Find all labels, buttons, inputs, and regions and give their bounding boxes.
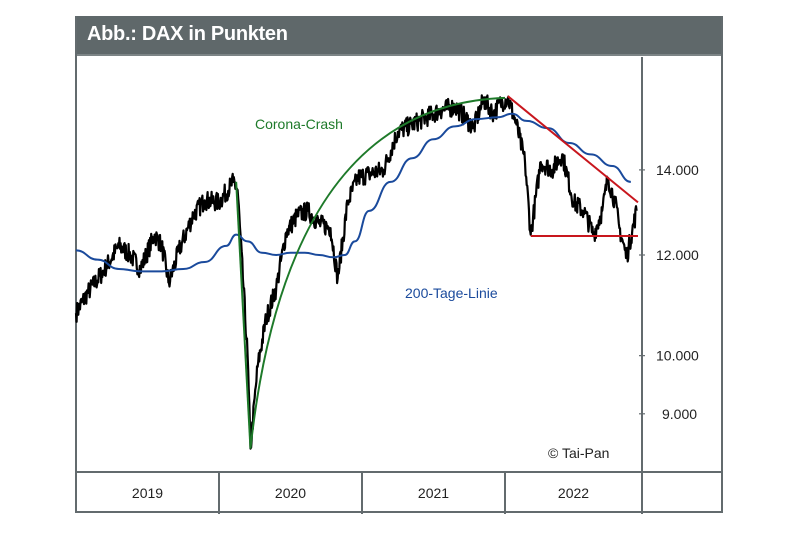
- ma200-label: 200-Tage-Linie: [405, 285, 498, 301]
- y-tick-label: 14.000: [656, 162, 699, 178]
- copyright-label: © Tai-Pan: [548, 445, 609, 461]
- y-tick-label: 9.000: [662, 406, 697, 422]
- dax-price-line: [74, 94, 638, 450]
- y-tick-label: 10.000: [656, 348, 699, 364]
- corona-recovery-arc: [249, 96, 506, 449]
- corona-crash-line: [235, 181, 252, 449]
- x-tick-label: 2019: [132, 485, 163, 501]
- chart-title: Abb.: DAX in Punkten: [87, 23, 288, 45]
- ma200-line: [75, 112, 632, 273]
- chart-header: Abb.: DAX in Punkten: [75, 16, 723, 56]
- chart-frame: [75, 16, 723, 513]
- x-tick-label: 2021: [418, 485, 449, 501]
- corona-crash-label: Corona-Crash: [255, 116, 343, 132]
- y-tick-label: 12.000: [656, 247, 699, 263]
- downtrend-line: [507, 95, 639, 204]
- x-tick-label: 2020: [275, 485, 306, 501]
- x-tick-label: 2022: [558, 485, 589, 501]
